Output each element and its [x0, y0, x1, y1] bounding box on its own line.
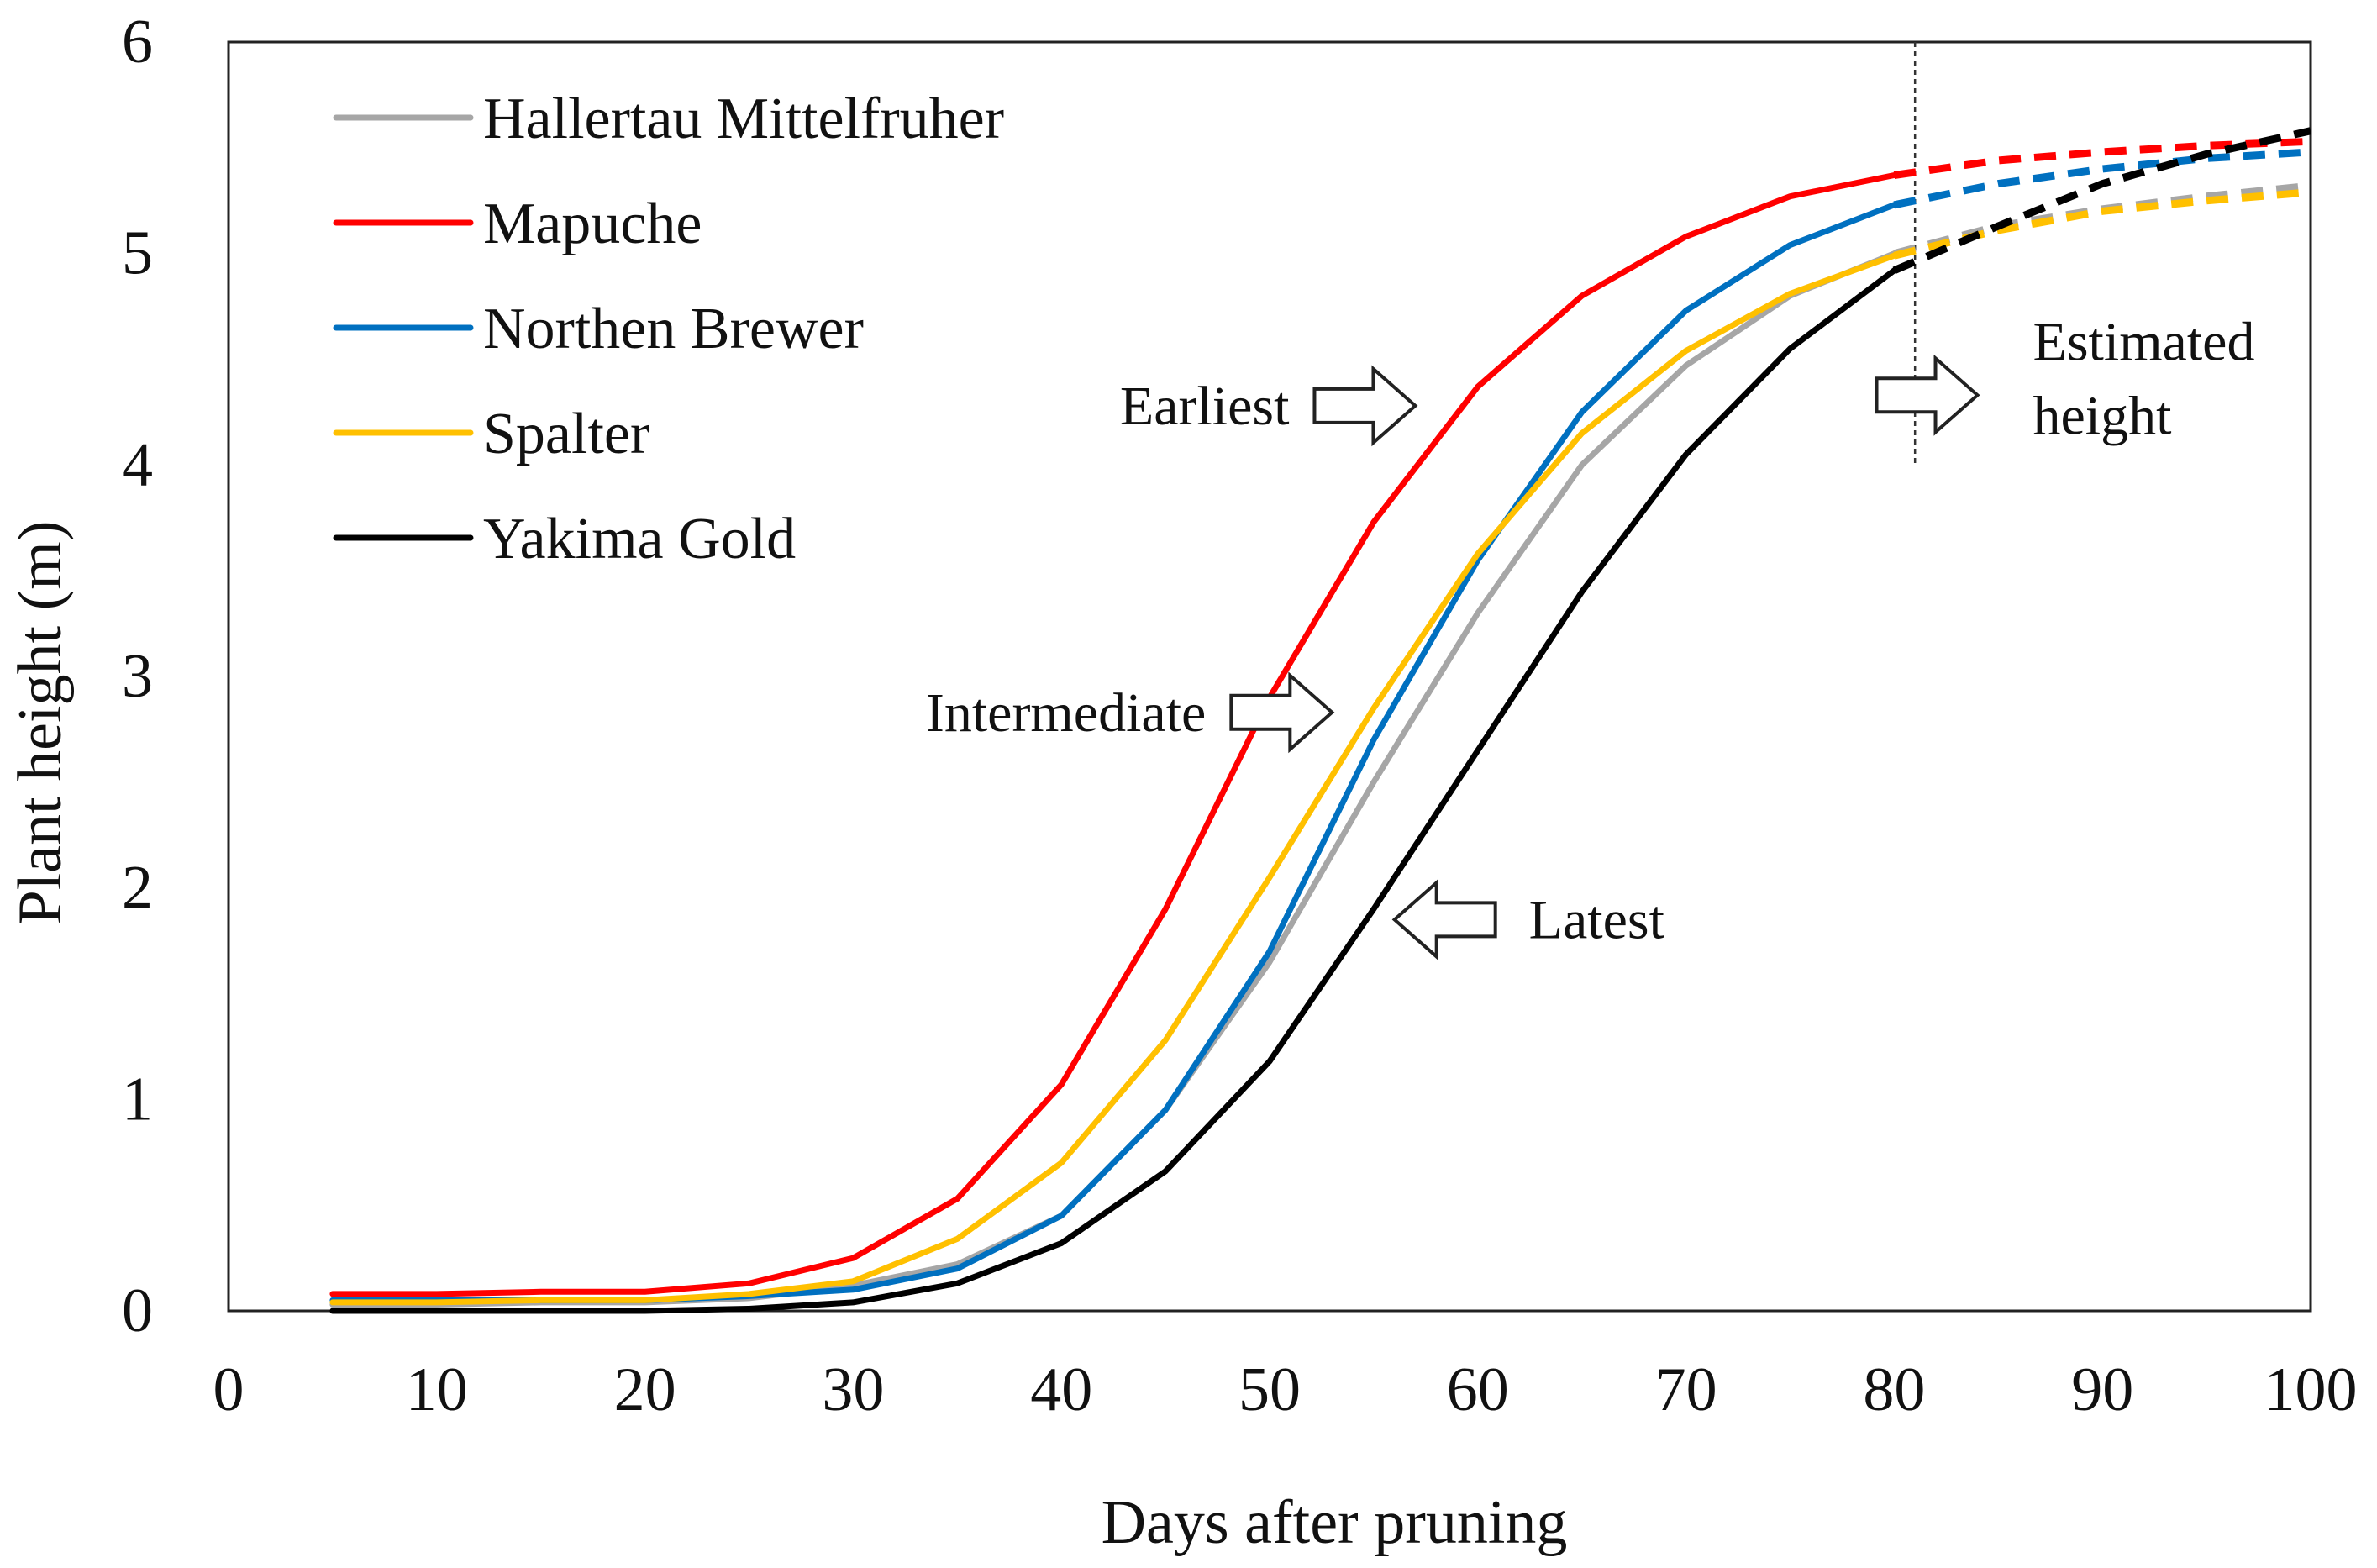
y-tick-label: 0 [122, 1276, 153, 1345]
annotation-arrow-estimated-height [1875, 354, 1980, 436]
annotation-text-latest: Latest [1529, 889, 1664, 950]
y-tick-label: 3 [122, 642, 153, 711]
series-line-yakima-gold [329, 267, 1897, 1314]
x-tick-label: 10 [406, 1355, 468, 1424]
x-tick-label: 50 [1238, 1355, 1301, 1424]
x-tick-label: 40 [1030, 1355, 1092, 1424]
annotation-arrow-latest [1391, 878, 1497, 960]
series-estimated-spalter [1893, 188, 2311, 260]
x-tick-label: 80 [1863, 1355, 1925, 1424]
legend-label-hallertau-mittelfruher: Hallertau Mittelfruher [483, 87, 1004, 151]
y-tick-label: 1 [122, 1065, 153, 1134]
y-tick-label: 6 [122, 8, 153, 76]
annotation-text-intermediate: Intermediate [926, 682, 1206, 744]
legend-label-northen-brewer: Northen Brewer [483, 297, 864, 361]
legend-label-spalter: Spalter [483, 402, 649, 466]
x-tick-label: 60 [1447, 1355, 1509, 1424]
legend-label-mapuche: Mapuche [483, 192, 702, 256]
x-tick-label: 0 [213, 1355, 245, 1424]
y-axis-label: Plant height (m) [6, 521, 75, 925]
y-tick-label: 5 [122, 219, 153, 288]
series-line-mapuche [329, 172, 1897, 1297]
annotation-text-earliest: Earliest [1120, 376, 1290, 437]
y-tick-label: 2 [122, 854, 153, 923]
x-tick-label: 20 [614, 1355, 676, 1424]
x-axis-label: Days after pruning [1102, 1488, 1568, 1557]
annotation-arrow-intermediate [1229, 671, 1335, 754]
annotation-text-estimated-height: height [2033, 385, 2172, 446]
series-estimated-northen-brewer [1893, 148, 2311, 209]
series-estimated-yakima-gold [1892, 127, 2311, 274]
annotation-text-estimated-height: Estimated [2033, 311, 2255, 372]
plot-frame [227, 40, 2312, 1313]
x-tick-label: 30 [822, 1355, 884, 1424]
y-tick-label: 4 [122, 430, 153, 499]
legend-label-yakima-gold: Yakima Gold [483, 507, 796, 571]
x-tick-label: 100 [2264, 1355, 2358, 1424]
x-tick-label: 70 [1655, 1355, 1717, 1424]
annotation-arrow-earliest [1312, 365, 1418, 447]
x-tick-label: 90 [2071, 1355, 2133, 1424]
series-line-spalter [329, 252, 1897, 1306]
